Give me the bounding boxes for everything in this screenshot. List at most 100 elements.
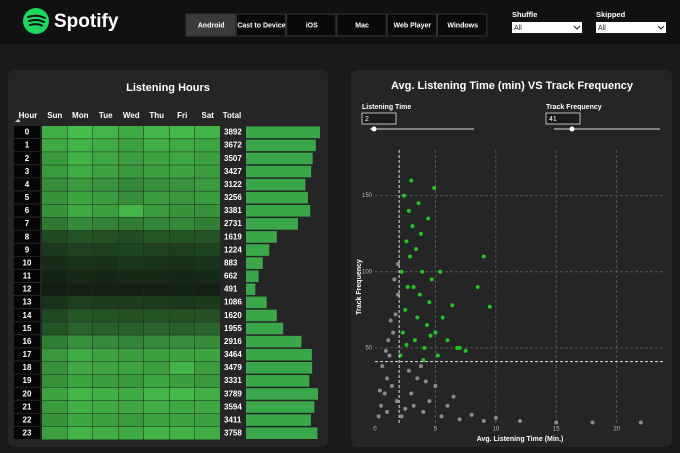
column-header: Wed — [123, 111, 140, 120]
heat-cell — [118, 309, 144, 322]
panel — [351, 70, 672, 447]
point — [487, 304, 492, 309]
total-bar — [246, 218, 298, 230]
heat-cell — [118, 413, 144, 427]
slider-handle[interactable] — [371, 126, 377, 132]
heat-cell — [144, 309, 169, 322]
heat-cell — [144, 139, 169, 152]
point — [411, 403, 416, 408]
heat-cell — [144, 387, 169, 401]
point — [435, 353, 440, 358]
heat-cell — [42, 400, 67, 414]
total-label: 3479 — [224, 363, 242, 372]
hour-label: 16 — [23, 337, 32, 346]
heat-cell — [67, 348, 93, 361]
tab[interactable] — [336, 13, 387, 37]
heat-cell — [195, 217, 220, 231]
dropdown[interactable] — [512, 22, 582, 33]
sort-icon — [15, 119, 21, 122]
heat-cell — [67, 400, 93, 414]
slicer-label: Listening Time — [362, 104, 411, 111]
heat-cell — [144, 269, 169, 283]
heat-cell — [67, 374, 93, 388]
heat-cell — [93, 269, 118, 283]
point — [481, 418, 486, 423]
tab[interactable] — [286, 13, 337, 37]
hour-label: 23 — [23, 429, 32, 438]
tab[interactable] — [437, 13, 488, 37]
slicer-input[interactable] — [361, 112, 397, 125]
heat-cell — [93, 322, 118, 335]
heat-cell — [93, 243, 118, 257]
tab-label: Android — [198, 22, 225, 29]
hour-cell — [14, 152, 40, 165]
point — [376, 414, 381, 419]
total-bar — [246, 191, 308, 204]
hour-label: 11 — [23, 272, 32, 281]
total-bar — [246, 309, 277, 322]
tab[interactable] — [235, 13, 287, 37]
heat-cell — [144, 230, 169, 244]
total-bar — [246, 178, 306, 191]
total-label: 3256 — [224, 193, 242, 202]
heat-cell — [67, 165, 93, 178]
heat-cell — [144, 217, 169, 231]
dropdown[interactable] — [596, 22, 666, 33]
total-bar — [246, 152, 313, 165]
slicer-input[interactable] — [545, 112, 581, 125]
heat-cell — [118, 217, 144, 231]
hour-label: 6 — [25, 206, 30, 215]
point — [445, 403, 450, 408]
heat-cell — [42, 152, 67, 165]
tab[interactable] — [386, 13, 438, 37]
heat-cell — [67, 296, 93, 309]
hour-label: 15 — [23, 324, 32, 333]
heat-cell — [195, 165, 220, 178]
total-bar — [246, 165, 312, 178]
heat-cell — [118, 139, 144, 152]
heat-cell — [93, 413, 118, 427]
point — [404, 239, 409, 244]
total-bar — [246, 205, 311, 217]
x-tick-label: 10 — [492, 427, 499, 433]
heat-cell — [118, 165, 144, 178]
heat-cell — [118, 152, 144, 165]
heat-cell — [169, 335, 195, 348]
total-label: 3594 — [224, 402, 242, 411]
heat-cell — [169, 426, 195, 440]
heat-cell — [118, 191, 144, 204]
filter-label: Shuffle — [512, 10, 537, 19]
heat-cell — [67, 243, 93, 257]
heat-cell — [169, 309, 195, 322]
point — [455, 345, 460, 350]
point — [451, 394, 456, 399]
heat-cell — [195, 152, 220, 165]
total-bar — [246, 414, 311, 426]
heat-cell — [195, 361, 220, 375]
heat-cell — [67, 413, 93, 427]
point — [409, 391, 414, 396]
point — [469, 412, 474, 417]
heat-cell — [144, 322, 169, 335]
point — [432, 186, 437, 191]
hour-cell — [14, 243, 40, 256]
hour-label: 12 — [23, 285, 32, 294]
heat-cell — [93, 387, 118, 401]
tab[interactable] — [185, 13, 236, 37]
heat-cell — [169, 165, 195, 178]
heat-cell — [169, 243, 195, 257]
heat-cell — [195, 230, 220, 244]
dropdown-arrow — [573, 25, 581, 30]
hour-cell — [14, 217, 40, 230]
hour-label: 18 — [23, 363, 32, 372]
hour-cell — [14, 322, 40, 335]
slider-handle[interactable] — [569, 126, 575, 132]
hour-label: 10 — [23, 258, 32, 267]
y-axis-label: Track Frequency — [356, 259, 363, 315]
heat-cell — [67, 152, 93, 165]
heat-cell — [42, 413, 67, 427]
heat-cell — [42, 309, 67, 322]
point — [379, 403, 384, 408]
point — [403, 406, 408, 411]
heat-cell — [93, 283, 118, 296]
